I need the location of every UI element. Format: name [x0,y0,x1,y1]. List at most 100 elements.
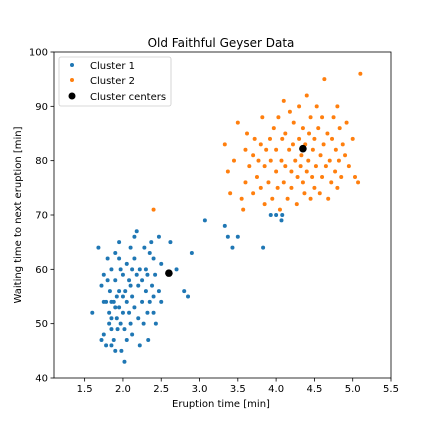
data-point [321,142,326,147]
data-point [130,332,135,337]
data-point [275,185,280,190]
data-point [124,261,129,266]
data-point [281,98,286,103]
data-point [251,191,256,196]
data-point [228,191,233,196]
data-point [285,196,290,201]
y-tick-label: 50 [35,319,48,330]
data-point [340,142,345,147]
data-point [130,294,135,299]
data-point [113,251,118,256]
data-point [159,261,164,266]
data-point [335,104,340,109]
data-point [189,251,194,256]
legend-marker-cluster-centers [68,92,76,100]
data-point [134,272,139,277]
data-point [109,327,114,332]
data-point [150,283,155,288]
cluster-center-point [165,269,173,277]
data-point [230,245,235,250]
data-point [117,240,122,245]
data-point [329,180,334,185]
data-point [104,299,109,304]
data-point [168,240,173,245]
legend-label-cluster-2: Cluster 2 [90,76,135,87]
data-point [300,126,305,131]
data-point [114,294,119,299]
data-point [96,245,101,250]
data-point [254,174,259,179]
data-point [117,289,122,294]
data-point [101,272,106,277]
legend-marker-cluster-2 [70,78,74,82]
data-point [274,147,279,152]
data-point [313,164,318,169]
data-point [306,158,311,163]
data-point [124,299,129,304]
data-point [147,251,152,256]
data-point [186,294,191,299]
data-point [264,147,269,152]
data-point [314,104,319,109]
data-point [323,164,328,169]
data-point [111,299,116,304]
x-tick-label: 2.0 [115,384,131,395]
data-point [123,289,128,294]
data-point [331,115,336,120]
x-axis: 1.5 2.0 2.5 3.0 3.5 4.0 4.5 5.0 5.5 [77,378,399,395]
data-point [320,174,325,179]
data-point [120,294,125,299]
plot-area [90,71,363,364]
data-point [302,191,307,196]
data-point [270,196,275,201]
data-point [113,348,118,353]
data-point [137,343,142,348]
data-point [252,136,257,141]
data-point [109,343,114,348]
data-point [310,147,315,152]
data-point [147,299,152,304]
data-point [280,136,285,141]
series-cluster-centers [165,144,307,277]
data-point [239,196,244,201]
data-point [140,299,145,304]
y-tick-label: 80 [35,156,48,167]
y-tick-label: 40 [35,374,48,385]
data-point [350,136,355,141]
data-point [317,191,322,196]
data-point [322,77,327,82]
data-point [156,234,161,239]
data-point [289,185,294,190]
data-point [258,142,263,147]
data-point [247,164,252,169]
x-tick-label: 1.5 [77,384,93,395]
y-axis: 40 50 60 70 80 90 100 [29,48,54,385]
data-point [149,240,154,245]
x-tick-label: 3.5 [230,384,246,395]
data-point [330,136,335,141]
data-point [358,71,363,76]
data-point [107,310,112,315]
data-point [156,289,161,294]
x-tick-label: 5.5 [383,384,399,395]
data-point [267,136,272,141]
data-point [299,153,304,158]
data-point [339,174,344,179]
data-point [128,283,133,288]
data-point [99,337,104,342]
data-point [283,164,288,169]
data-point [143,289,148,294]
data-point [333,147,338,152]
data-point [256,158,261,163]
x-tick-label: 2.5 [153,384,169,395]
data-point [182,289,187,294]
data-point [276,115,281,120]
data-point [90,310,95,315]
data-point [118,267,123,272]
legend: Cluster 1 Cluster 2 Cluster centers [58,56,172,107]
data-point [343,153,348,158]
chart-title: Old Faithful Geyser Data [148,36,295,50]
data-point [281,180,286,185]
x-tick-label: 4.0 [268,384,284,395]
data-point [113,305,118,310]
